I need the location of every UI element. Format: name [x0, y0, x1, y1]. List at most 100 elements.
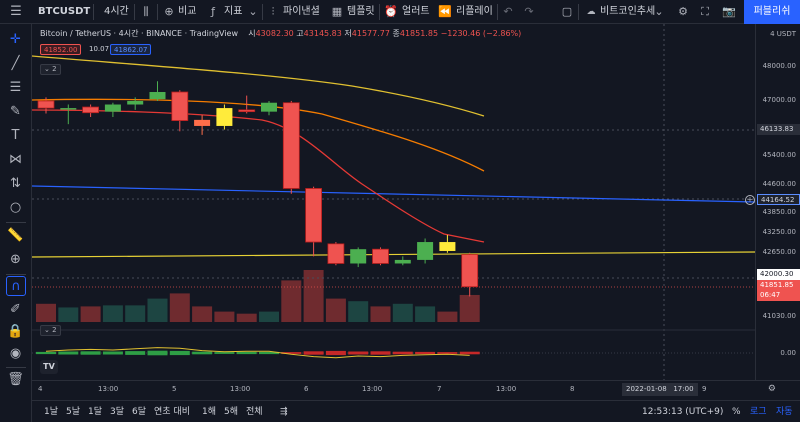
currency-label[interactable]: 4 USDT: [770, 30, 796, 38]
range-1y[interactable]: 1해: [202, 407, 217, 417]
undo-icon[interactable]: ↶: [503, 5, 513, 18]
range-6m[interactable]: 6달: [132, 407, 147, 417]
volume-bar: [236, 313, 257, 322]
range-5d[interactable]: 5날: [66, 407, 81, 417]
crosshair-icon[interactable]: ✛: [10, 32, 21, 47]
draw-mode-icon[interactable]: ✐: [10, 302, 21, 317]
trendline-icon[interactable]: ╱: [11, 56, 20, 71]
symbol-search[interactable]: BTCUSDT: [38, 6, 91, 17]
divider: [6, 367, 26, 368]
compare-icon[interactable]: ⊕: [164, 5, 174, 18]
templates-icon[interactable]: ▦: [331, 5, 343, 18]
pattern-icon[interactable]: ⋈: [9, 152, 22, 167]
oscillator-bar: [125, 351, 146, 355]
date-range-icon[interactable]: ⇶: [280, 407, 288, 417]
legend-source: TradingView: [189, 29, 239, 38]
percent-toggle[interactable]: %: [732, 407, 741, 417]
oscillator-bar: [147, 350, 168, 356]
price-tick: 44600.00: [762, 180, 796, 188]
menu-icon[interactable]: ☰: [10, 4, 22, 19]
range-1d[interactable]: 1날: [44, 407, 59, 417]
candle-body: [127, 100, 144, 105]
replay-icon[interactable]: ⏪: [438, 5, 452, 18]
shape-icon[interactable]: ○: [9, 200, 22, 215]
time-axis[interactable]: 4 13:00 5 13:00 6 13:00 7 13:00 8 2022-0…: [32, 380, 800, 400]
volume-bar: [459, 294, 480, 322]
oscillator-bar: [192, 351, 213, 355]
redo-icon[interactable]: ↷: [524, 5, 534, 18]
magnet-icon[interactable]: ∩: [6, 276, 26, 296]
range-1m[interactable]: 1달: [88, 407, 103, 417]
auto-toggle[interactable]: 자동: [776, 407, 793, 417]
oscillator-bar: [348, 351, 369, 355]
chart-pane[interactable]: [31, 24, 756, 380]
prediction-icon[interactable]: ⇅: [10, 176, 21, 191]
candle-body: [394, 259, 411, 264]
replay-button[interactable]: 리플레이: [456, 6, 493, 17]
time-settings-icon[interactable]: ⚙: [767, 384, 776, 394]
range-3m[interactable]: 3달: [110, 407, 125, 417]
zoom-in-icon[interactable]: ⊕: [10, 252, 21, 267]
price-axis[interactable]: 4 USDT 48000.00 47000.00 46133.83 45400.…: [755, 24, 800, 380]
alarm-clock-icon[interactable]: ⏰: [384, 5, 398, 18]
financials-button[interactable]: 파이낸셜: [283, 6, 320, 17]
clock[interactable]: 12:53:13 (UTC+9): [642, 407, 724, 417]
layout-icon[interactable]: ▢: [561, 5, 573, 18]
ma-line-yellow: [31, 55, 485, 117]
fib-icon[interactable]: ☰: [9, 80, 22, 95]
price-tick: 48000.00: [762, 62, 796, 70]
time-tick: 7: [437, 385, 442, 393]
volume-bar: [348, 301, 369, 322]
candle-body: [37, 100, 55, 109]
candle-body: [327, 243, 345, 264]
chevron-down-icon[interactable]: ⌄: [654, 5, 664, 18]
ask-badge[interactable]: 41862.07: [110, 44, 152, 55]
oscillator-bar: [214, 352, 235, 354]
time-tick: 13:00: [98, 385, 119, 393]
compare-button[interactable]: 비교: [178, 6, 197, 17]
publish-button[interactable]: 퍼블리쉬: [744, 0, 800, 24]
oscillator-bar: [459, 351, 480, 355]
time-tick: 8: [570, 385, 575, 393]
alert-button[interactable]: 얼러트: [402, 6, 430, 17]
oscillator-bar: [58, 351, 79, 355]
trendline: [31, 185, 756, 203]
financials-icon[interactable]: ⫶: [271, 5, 275, 18]
price-tick: 43850.00: [762, 208, 796, 216]
chevron-down-icon[interactable]: ⌄: [248, 5, 258, 18]
range-5y[interactable]: 5해: [224, 407, 239, 417]
candle-style-icon[interactable]: ⫼: [143, 5, 149, 18]
tradingview-logo-icon[interactable]: TV: [40, 360, 58, 374]
close-value: 41851.85: [399, 29, 439, 38]
chart-canvas[interactable]: [31, 24, 756, 380]
ruler-icon[interactable]: 📏: [7, 228, 24, 243]
add-price-alert-icon[interactable]: +: [745, 195, 755, 205]
text-icon[interactable]: T: [11, 128, 20, 143]
oscillator-collapse-button[interactable]: ⌄ 2: [40, 325, 61, 336]
divider: [6, 222, 26, 223]
indicators-icon[interactable]: ƒ: [211, 5, 215, 18]
camera-icon[interactable]: 📷: [722, 5, 736, 18]
templates-button[interactable]: 템플릿: [347, 6, 375, 17]
brush-icon[interactable]: ✎: [10, 104, 21, 119]
interval-button[interactable]: 4시간: [104, 6, 129, 17]
candle-countdown: 06:47: [757, 290, 800, 301]
eye-icon[interactable]: ◉: [9, 346, 22, 361]
layout-name[interactable]: 비트코인추세: [600, 6, 656, 17]
cloud-icon[interactable]: ☁: [586, 7, 596, 17]
candle-body: [461, 254, 479, 288]
time-tick: 9: [702, 385, 707, 393]
indicators-button[interactable]: 지표: [224, 6, 243, 17]
lock-icon[interactable]: 🔒: [7, 324, 24, 339]
range-ytd[interactable]: 연초 대비: [154, 407, 190, 417]
candle-body: [372, 248, 389, 264]
bid-badge[interactable]: 41852.00: [40, 44, 82, 55]
gear-icon[interactable]: ⚙: [678, 5, 688, 18]
trash-icon[interactable]: 🗑: [7, 372, 24, 387]
symbol-legend: Bitcoin / TetherUS · 4시간 · BINANCE · Tra…: [40, 29, 522, 38]
log-toggle[interactable]: 로그: [750, 407, 767, 417]
range-all[interactable]: 전체: [246, 407, 263, 417]
indicator-collapse-button[interactable]: ⌄ 2: [40, 64, 61, 75]
fullscreen-icon[interactable]: ⛶: [701, 5, 709, 18]
time-tick: 5: [172, 385, 177, 393]
